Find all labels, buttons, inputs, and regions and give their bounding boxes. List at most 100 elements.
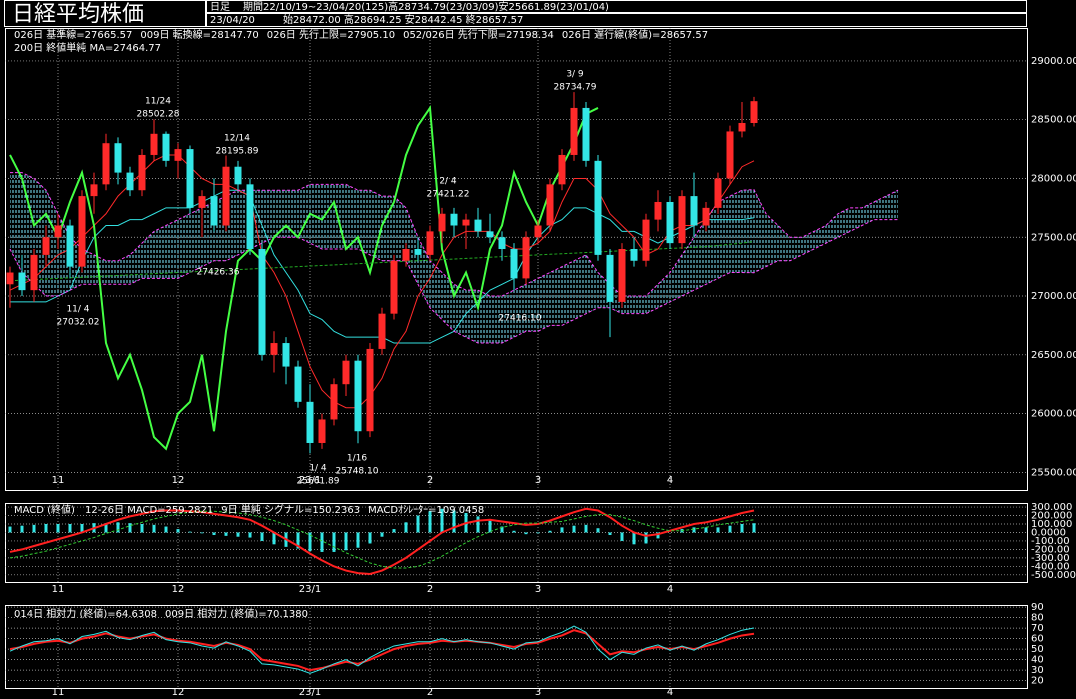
candle-body [150,133,158,155]
header-row [206,0,1027,13]
y-tick-label: 40 [1031,655,1044,666]
histogram-bar [236,532,240,537]
candle-body [534,225,542,238]
annotation: 11/24 [145,97,171,107]
candle-body [570,107,578,155]
cloud-fill [586,254,598,314]
cloud-fill [886,190,898,220]
histogram-bar [176,529,180,533]
annotation: 27426.36 [197,268,240,278]
candle-body [438,213,446,232]
histogram-bar [620,532,624,541]
annotation: 3/ 9 [566,70,584,80]
legend-entry: 200日 終値単純 MA=27464.77 [14,41,161,54]
candle-body [6,272,14,285]
y-tick-label: 26000.00 [1031,409,1076,420]
legend-entry: 026日 遅行線(終値)=28657.57 [562,28,708,41]
cloud-fill [286,190,298,238]
cloud-fill [370,190,382,261]
candle-body [342,360,350,385]
histogram-bar [584,524,588,533]
cloud-fill [562,260,574,326]
annotation: 1/16 [347,454,367,464]
legend-entry: 014日 相対力 (終値)=64.6308 [14,607,157,620]
x-tick-label: 23/1 [299,687,321,698]
candle-body [390,260,398,314]
cloud-fill [166,219,178,279]
y-tick-label: 25500.00 [1031,467,1076,478]
x-tick-label: 12 [172,475,185,486]
cloud-fill [466,290,478,344]
candle-body [594,160,602,255]
x-tick-label: 4 [667,584,673,595]
cloud-fill [142,231,154,279]
candle-body [690,196,698,226]
candle-body [66,225,74,267]
histogram-bar [392,529,396,533]
candle-body [726,131,734,179]
histogram-bar [656,532,660,539]
histogram-bar [32,524,36,533]
cloud-fill [634,296,646,314]
candle-body [354,360,362,432]
candle-body [186,149,194,208]
candle-body [90,184,98,197]
histogram-bar [80,523,84,533]
x-tick-label: 3 [535,687,541,698]
histogram-bar [440,508,444,533]
cloud-fill [814,225,826,250]
series-line [9,510,755,569]
histogram-bar [344,532,348,551]
histogram-bar [248,532,252,538]
cloud-fill [730,190,742,273]
candle-body [618,249,626,302]
cloud-fill [406,207,418,285]
cloud-fill [454,284,466,338]
histogram-bar [332,532,336,552]
header-row [206,13,1027,27]
histogram-bar [164,526,168,533]
annotation: 2/ 4 [439,177,457,187]
cloud-fill [478,290,490,344]
cloud-fill [118,254,130,285]
candle-body [522,237,530,279]
candle-body [210,196,218,226]
histogram-bar [212,532,216,536]
histogram-bar [608,532,612,536]
panel-title: MACD (終値) [14,503,75,516]
cloud-fill [550,266,562,326]
candle-body [474,219,482,232]
histogram-bar [452,510,456,533]
histogram-bar [404,522,408,533]
y-tick-label: -300.00 [1031,553,1070,564]
annotation: 28195.89 [216,147,259,157]
candle-body [246,184,254,250]
legend-entry: 009日 相対力 (終値)=70.1380 [165,607,308,620]
histogram-bar [152,524,156,533]
x-tick-label: 11 [52,584,65,595]
x-tick-label: 4 [667,475,673,486]
x-tick-label: 2 [427,475,433,486]
histogram-bar [224,532,228,536]
histogram-bar [632,532,636,545]
x-tick-label: 2 [427,584,433,595]
x-tick-label: 3 [535,584,541,595]
histogram-bar [44,523,48,533]
histogram-bar [476,516,480,533]
candle-body [54,225,62,238]
candle-body [330,384,338,420]
cloud-fill [682,237,694,297]
cloud-fill [694,219,706,291]
y-tick-label: 90 [1031,602,1044,613]
candle-body [270,343,278,355]
candle-body [738,122,746,132]
cloud-fill [106,260,118,285]
cloud-fill [154,225,166,279]
y-tick-label: 28500.00 [1031,115,1076,126]
histogram-bar [56,523,60,533]
legend-entry: 026日 先行上限=27905.10 [267,28,395,41]
candle-body [126,172,134,191]
